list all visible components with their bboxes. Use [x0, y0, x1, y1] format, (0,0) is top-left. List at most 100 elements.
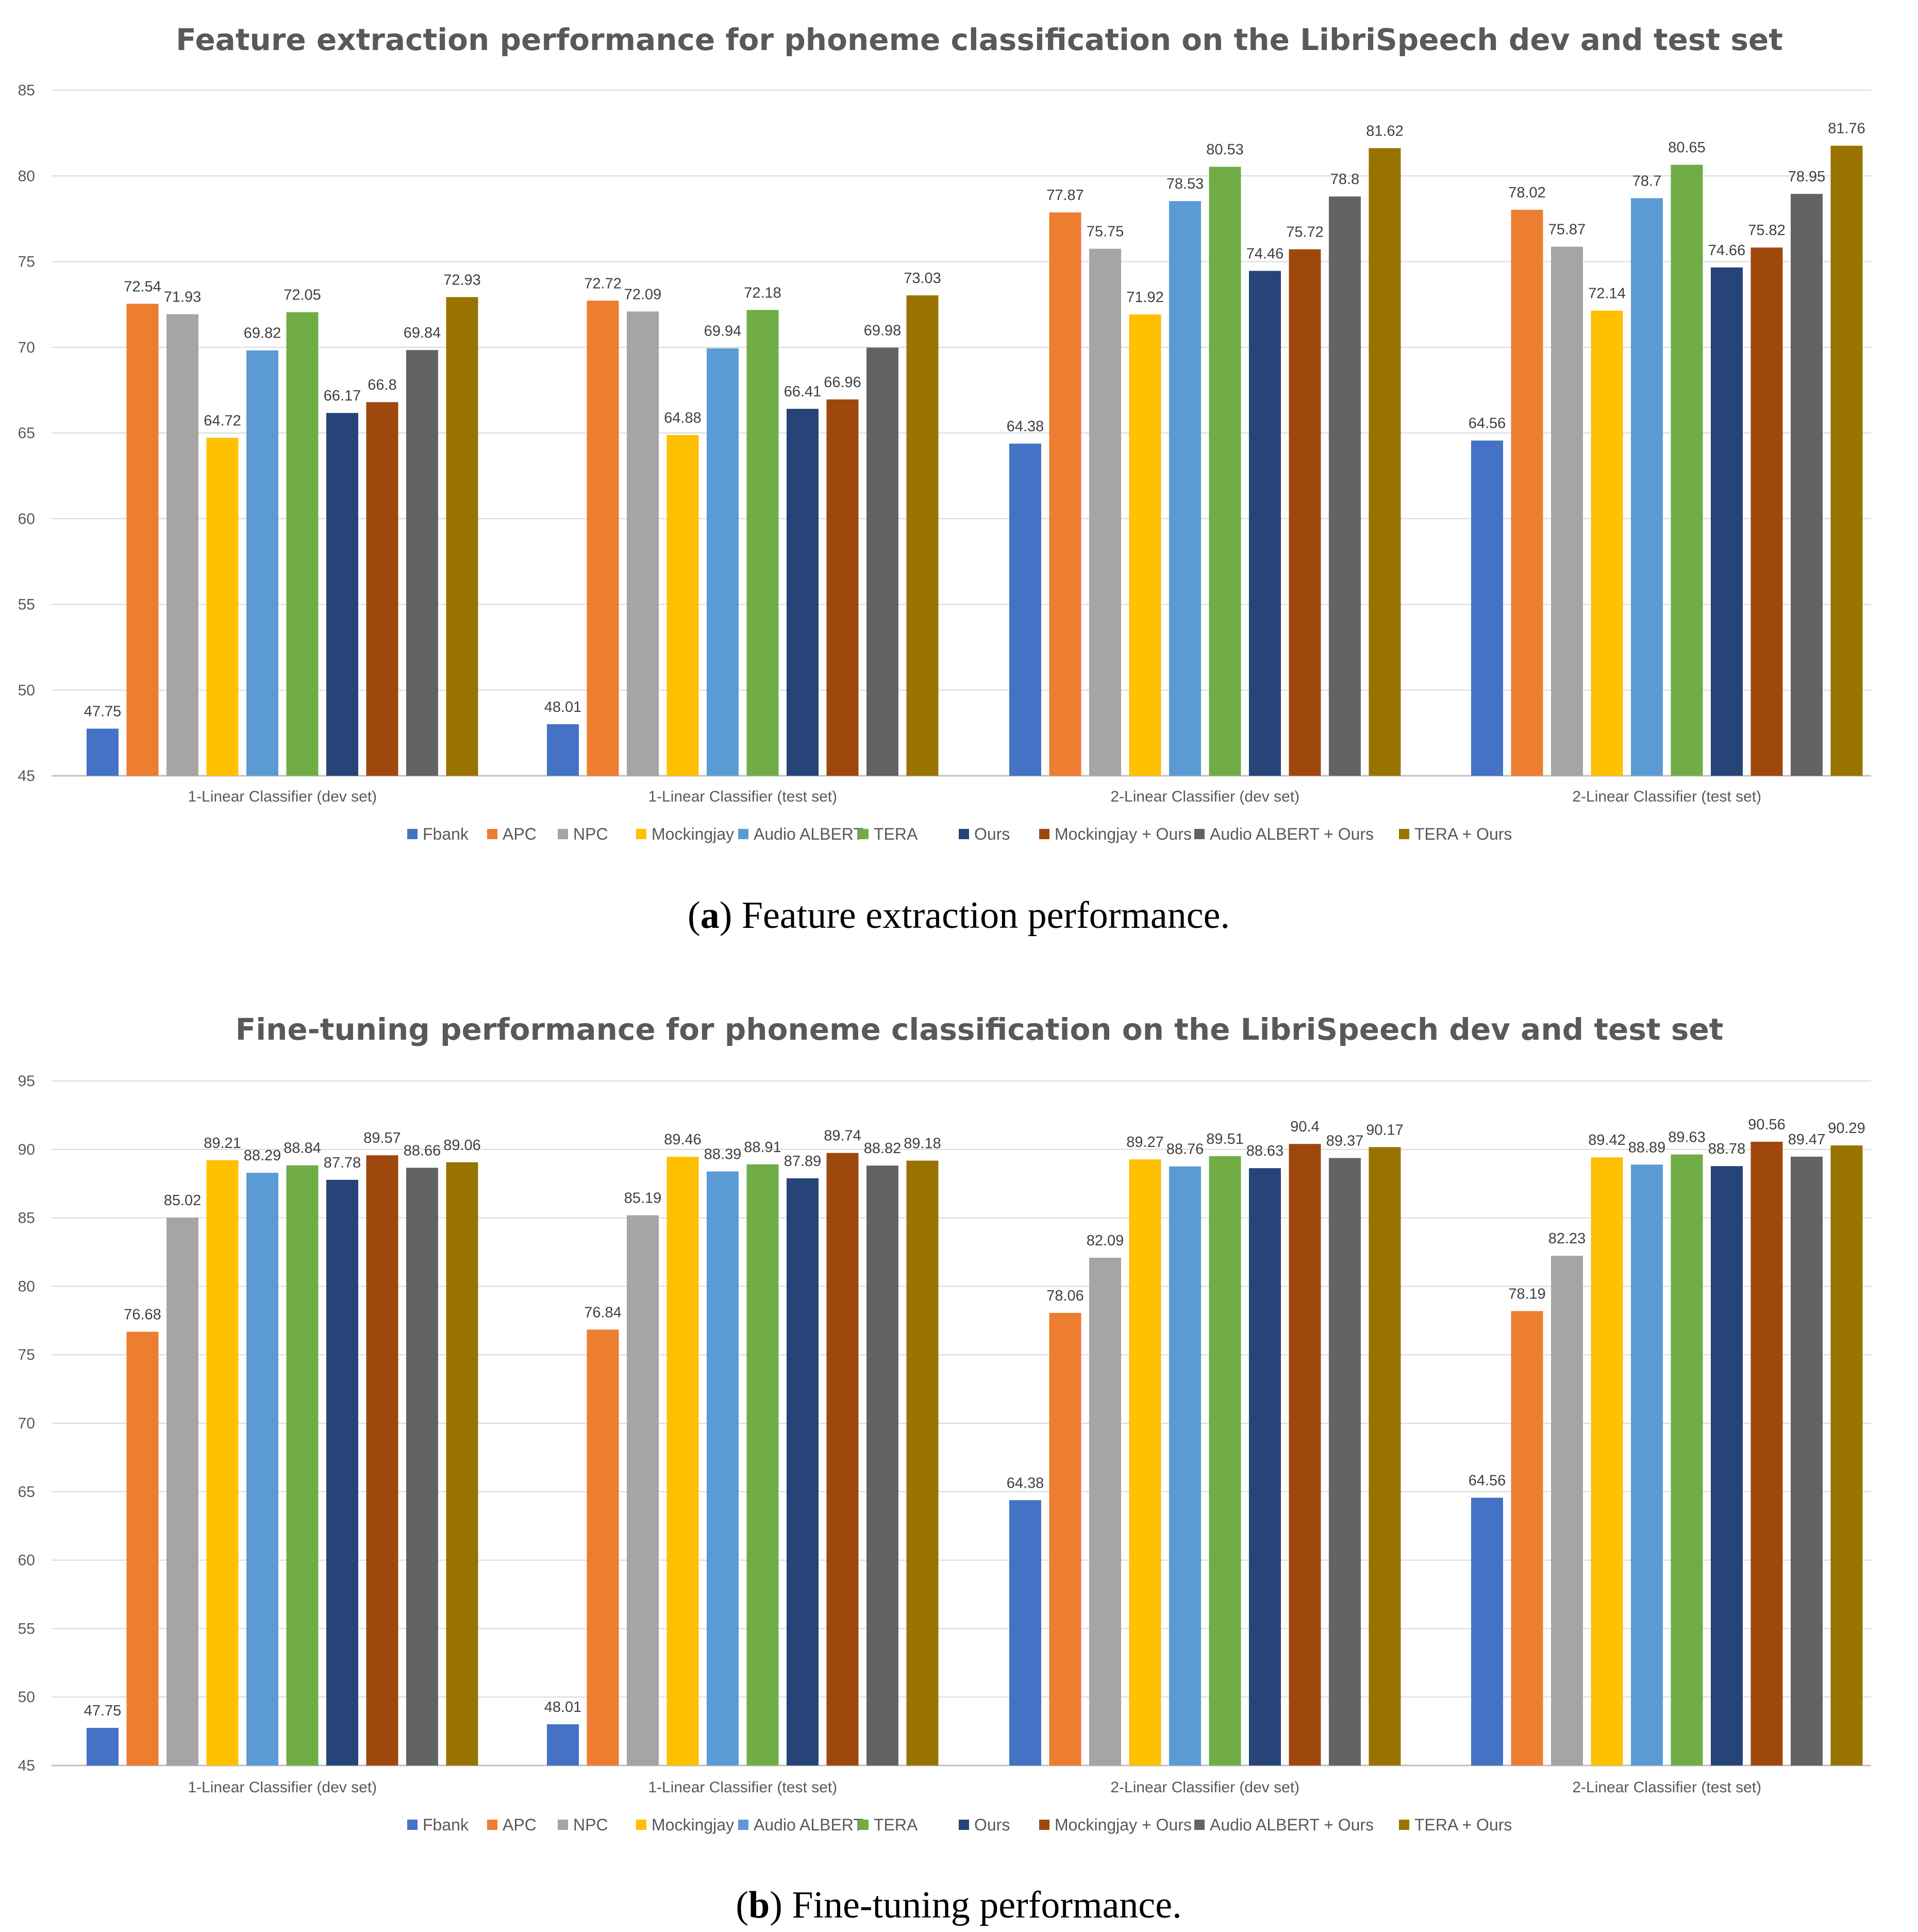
data-label: 89.18 [904, 1136, 941, 1152]
bar-ours [1711, 1166, 1743, 1766]
legend-label-ours: Ours [974, 1816, 1010, 1834]
bar-tera-ours [446, 297, 478, 776]
bar-audio-albert [246, 350, 278, 776]
bar-mockingjay [1129, 314, 1161, 776]
y-tick-label: 70 [18, 339, 35, 356]
data-label: 64.38 [1007, 1475, 1044, 1491]
data-label: 88.84 [283, 1140, 321, 1157]
bar-apc [1511, 210, 1543, 776]
data-label: 72.14 [1588, 286, 1626, 302]
bar-tera-ours [446, 1162, 478, 1766]
bar-audio-albert [1631, 198, 1663, 776]
bar-audio-albert-ours [1791, 1156, 1823, 1766]
bar-tera [1671, 1154, 1703, 1766]
legend-swatch [858, 829, 869, 839]
caption-b-text: ) Fine-tuning performance. [770, 1884, 1181, 1926]
y-tick-label: 50 [18, 682, 35, 699]
legend-swatch [1399, 829, 1409, 839]
bar-mockingjay [206, 438, 239, 776]
y-tick-label: 75 [18, 254, 35, 271]
data-label: 64.38 [1007, 419, 1044, 435]
bar-apc [1511, 1311, 1543, 1766]
y-tick-label: 45 [18, 768, 35, 785]
data-label: 76.68 [124, 1307, 161, 1323]
bar-mockingjay-ours [826, 1153, 859, 1766]
bar-fbank [87, 1727, 119, 1766]
bar-ours [1249, 1168, 1281, 1766]
data-label: 87.89 [784, 1153, 822, 1170]
bar-audio-albert [246, 1173, 278, 1766]
x-category-label: 1-Linear Classifier (test set) [648, 1779, 837, 1796]
chart-title: Feature extraction performance for phone… [176, 22, 1783, 57]
legend-label-apc: APC [503, 1816, 537, 1834]
bar-mockingjay [1591, 1157, 1623, 1766]
y-tick-label: 55 [18, 1620, 35, 1637]
bar-fbank [87, 728, 119, 776]
bar-apc [1049, 212, 1081, 776]
bar-apc [126, 1331, 159, 1766]
data-label: 88.89 [1628, 1139, 1666, 1156]
chart-fine-tuning: Fine-tuning performance for phoneme clas… [18, 1012, 1871, 1926]
bar-tera [1671, 164, 1703, 776]
y-tick-label: 60 [18, 1552, 35, 1569]
bar-audio-albert [707, 348, 739, 776]
data-label: 90.17 [1366, 1122, 1404, 1138]
bar-mockingjay-ours [366, 402, 398, 776]
y-tick-label: 45 [18, 1757, 35, 1774]
y-tick-label: 90 [18, 1141, 35, 1158]
legend: Fbank APC NPC Mockingjay Audio ALBERT TERA Our… [407, 1816, 1512, 1834]
data-label: 47.75 [84, 704, 122, 720]
bar-audio-albert [1631, 1164, 1663, 1766]
bar-mockingjay-ours [1750, 1141, 1783, 1766]
data-label: 78.7 [1632, 173, 1661, 189]
y-tick-label: 80 [18, 1278, 35, 1295]
bar-audio-albert-ours [1791, 194, 1823, 776]
y-tick-label: 55 [18, 596, 35, 613]
data-label: 74.66 [1708, 242, 1746, 259]
data-label: 89.21 [204, 1135, 241, 1152]
bar-npc [166, 314, 198, 776]
legend-swatch [1039, 829, 1049, 839]
bar-audio-albert-ours [1329, 1158, 1361, 1766]
legend-swatch [558, 1820, 568, 1830]
legend-label-fbank: Fbank [423, 825, 469, 843]
data-label: 64.88 [664, 410, 702, 426]
y-tick-label: 60 [18, 510, 35, 527]
data-label: 89.74 [824, 1128, 861, 1144]
bar-mockingjay-ours [1289, 249, 1321, 776]
bar-apc [126, 304, 159, 776]
data-label: 69.94 [704, 323, 742, 340]
bar-npc [1551, 246, 1583, 776]
data-label: 73.03 [904, 270, 941, 287]
data-label: 64.72 [204, 412, 241, 429]
legend-label-tera-ours: TERA + Ours [1414, 825, 1512, 843]
bar-audio-albert-ours [866, 347, 898, 776]
data-label: 72.05 [283, 287, 321, 304]
x-category-label: 2-Linear Classifier (dev set) [1110, 1779, 1299, 1796]
data-label: 89.06 [443, 1137, 481, 1154]
data-label: 72.09 [624, 286, 662, 303]
bar-fbank [1471, 440, 1503, 776]
data-label: 82.23 [1548, 1230, 1586, 1247]
y-tick-label: 85 [18, 82, 35, 99]
data-label: 69.84 [404, 325, 441, 341]
bar-ours [787, 409, 819, 776]
y-tick-label: 95 [18, 1073, 35, 1090]
y-tick-label: 50 [18, 1689, 35, 1706]
bar-tera [286, 312, 319, 776]
legend-label-audio-albert: Audio ALBERT [754, 825, 863, 843]
legend-swatch [1194, 1820, 1205, 1830]
bar-mockingjay [666, 435, 699, 776]
x-category-label: 2-Linear Classifier (test set) [1572, 1779, 1761, 1796]
legend-label-fbank: Fbank [423, 1816, 469, 1834]
x-axis-categories: 1-Linear Classifier (dev set) 1-Linear Cl… [188, 1779, 1761, 1796]
legend-label-npc: NPC [573, 825, 608, 843]
data-label: 89.46 [664, 1131, 702, 1148]
data-label: 90.56 [1748, 1117, 1786, 1133]
data-label: 87.78 [324, 1155, 361, 1171]
data-label: 88.63 [1246, 1143, 1284, 1159]
data-label: 69.98 [864, 322, 902, 339]
x-category-label: 2-Linear Classifier (test set) [1572, 788, 1761, 805]
legend-label-apc: APC [503, 825, 537, 843]
legend-label-ours: Ours [974, 825, 1010, 843]
